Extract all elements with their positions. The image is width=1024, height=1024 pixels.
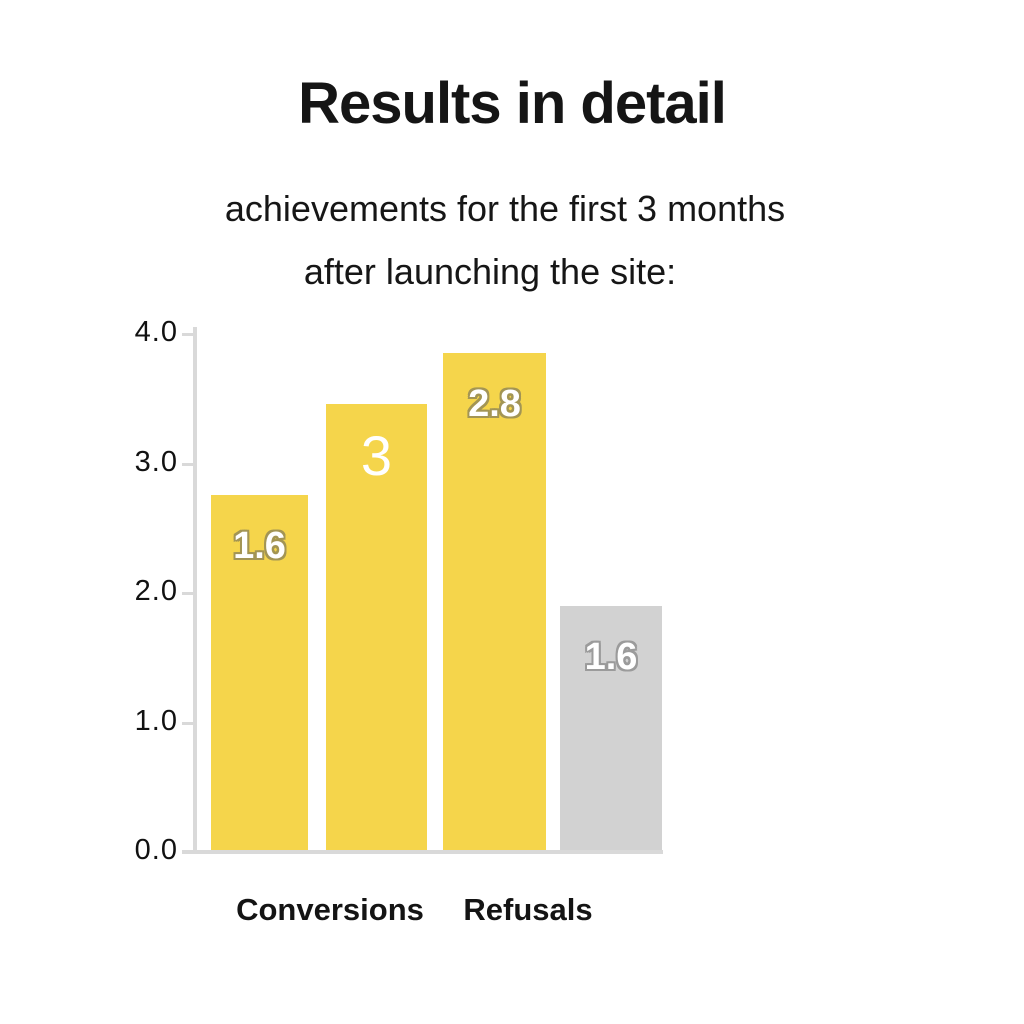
subtitle-line-1: achievements for the first 3 months [224, 188, 786, 229]
y-tick-label: 2.0 [134, 575, 178, 607]
subtitle-line-2: after launching the site: [303, 251, 677, 292]
bar-value-label-refusals-2: 1.6 [584, 636, 638, 678]
y-tick-label: 4.0 [134, 316, 178, 348]
y-tick-mark [182, 463, 196, 466]
bars-container: 1.6 3 2.8 1.6 [196, 334, 666, 852]
bar-refusals-2: 1.6 [560, 606, 662, 852]
y-tick-mark [182, 592, 196, 595]
x-axis-baseline [182, 850, 663, 854]
bar-conversions-1: 1.6 [211, 495, 308, 852]
bar-value-label-refusals-1: 2.8 [468, 383, 521, 425]
bar-refusals-1: 2.8 [443, 353, 546, 852]
y-tick-label: 3.0 [134, 446, 178, 478]
bar-chart: 4.0 3.0 2.0 1.0 0.0 1.6 3 2.8 1.6 Conversions R… [135, 316, 666, 927]
bar-value-label-conversions-1: 1.6 [233, 525, 286, 567]
y-axis-line [193, 327, 197, 854]
x-axis-label-conversions: Conversions [236, 892, 424, 927]
y-tick-mark [182, 333, 196, 336]
y-tick-mark [182, 722, 196, 725]
page-title: Results in detail [298, 71, 727, 136]
bar-conversions-2: 3 [326, 404, 427, 852]
bar-value-label-conversions-2: 3 [360, 424, 393, 487]
x-axis-label-refusals: Refusals [463, 892, 593, 927]
y-tick-label: 0.0 [134, 834, 178, 866]
y-tick-label: 1.0 [134, 705, 178, 737]
